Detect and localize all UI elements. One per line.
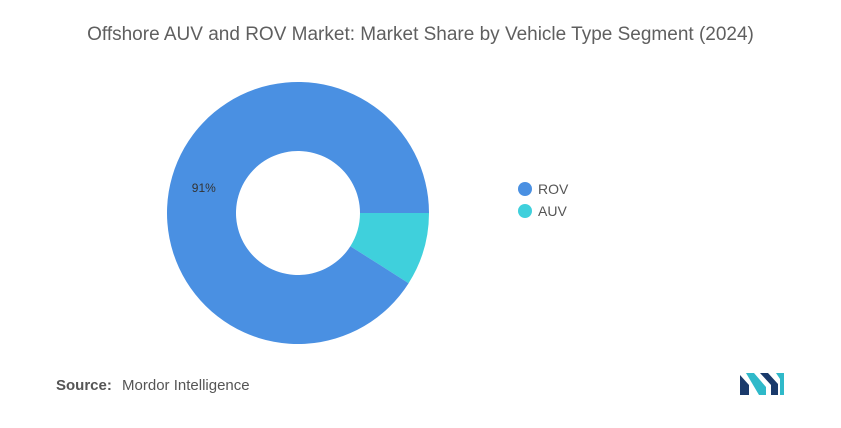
- slice-auv: [350, 213, 429, 284]
- chart-legend: ROV AUV: [518, 178, 568, 222]
- source-label: Source:: [56, 377, 112, 394]
- chart-title: Offshore AUV and ROV Market: Market Shar…: [87, 24, 754, 45]
- legend-swatch-rov: [518, 182, 532, 196]
- legend-label-auv: AUV: [538, 203, 567, 219]
- slice-rov: [167, 81, 429, 345]
- mordor-intelligence-logo-icon: [740, 373, 784, 395]
- legend-item-auv: AUV: [518, 200, 568, 222]
- source-note: Source: Mordor Intelligence: [56, 377, 250, 394]
- data-label-rov: 91%: [192, 181, 216, 195]
- source-text: Mordor Intelligence: [122, 377, 250, 394]
- legend-label-rov: ROV: [538, 181, 569, 197]
- legend-item-rov: ROV: [518, 178, 568, 200]
- legend-swatch-auv: [518, 204, 532, 218]
